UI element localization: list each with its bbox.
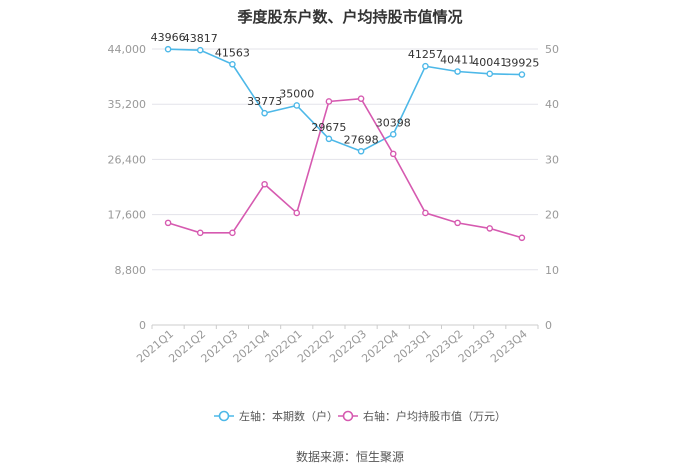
left-series-point[interactable] xyxy=(389,131,397,138)
x-axis-tick-label: 2023Q4 xyxy=(488,327,530,365)
right-series-point[interactable] xyxy=(518,234,526,242)
series-line-right xyxy=(167,97,523,239)
legend-label: 左轴：本期数（户） xyxy=(239,409,338,423)
x-axis: 2021Q12021Q22021Q32021Q42022Q12022Q22022… xyxy=(134,324,539,365)
left-series-point[interactable] xyxy=(486,70,494,78)
right-series-point[interactable] xyxy=(229,229,236,237)
left-series-point[interactable] xyxy=(261,109,268,117)
legend-swatch-marker xyxy=(218,410,230,422)
left-series-point[interactable] xyxy=(357,147,365,155)
left-series-point[interactable] xyxy=(325,135,333,143)
left-series-point[interactable] xyxy=(293,102,301,109)
data-label: 41563 xyxy=(215,46,250,59)
right-series-point[interactable] xyxy=(164,219,172,227)
left-series-point[interactable] xyxy=(454,68,461,75)
legend-item-right[interactable]: 右轴：户均持股市值（万元） xyxy=(338,409,506,423)
right-series-point[interactable] xyxy=(293,209,301,217)
right-series-point[interactable] xyxy=(389,150,397,158)
right-series-point[interactable] xyxy=(261,180,268,188)
left-axis-tick-label: 35,200 xyxy=(108,98,147,111)
data-label: 41257 xyxy=(408,48,443,61)
left-series-point[interactable] xyxy=(196,46,204,54)
right-series-point[interactable] xyxy=(454,219,461,227)
right-series-point[interactable] xyxy=(422,209,429,217)
data-label: 39925 xyxy=(504,57,539,70)
data-label: 40411 xyxy=(440,54,475,67)
left-series-point[interactable] xyxy=(164,45,172,53)
series-line-left xyxy=(168,48,522,153)
legend-item-left[interactable]: 左轴：本期数（户） xyxy=(214,409,338,423)
left-axis-tick-label: 26,400 xyxy=(108,153,147,166)
right-series-point[interactable] xyxy=(357,95,365,102)
series-layer xyxy=(164,45,526,242)
left-axis-tick-label: 17,600 xyxy=(108,209,147,222)
left-axis: 0 8,800 17,600 26,400 35,200 44,000 xyxy=(108,43,147,332)
data-label: 30398 xyxy=(376,116,411,129)
right-axis-tick-label: 30 xyxy=(545,153,559,166)
legend[interactable]: 左轴：本期数（户） 右轴：户均持股市值（万元） xyxy=(214,409,506,423)
right-axis-tick-label: 20 xyxy=(545,209,559,222)
chart-title: 季度股东户数、户均持股市值情况 xyxy=(237,8,463,26)
left-series-point[interactable] xyxy=(518,71,526,78)
left-axis-tick-label: 0 xyxy=(139,319,146,332)
right-axis-tick-label: 0 xyxy=(545,319,552,332)
right-series-point[interactable] xyxy=(325,98,333,105)
data-source-note: 数据来源：恒生聚源 xyxy=(295,450,404,464)
legend-label: 右轴：户均持股市值（万元） xyxy=(363,409,506,423)
right-series-point[interactable] xyxy=(196,229,204,237)
left-axis-tick-label: 8,800 xyxy=(115,264,147,277)
right-axis-tick-label: 40 xyxy=(545,98,559,111)
data-label: 27698 xyxy=(344,133,379,146)
right-axis-tick-label: 10 xyxy=(545,264,559,277)
legend-swatch-marker xyxy=(342,410,354,422)
data-label: 43817 xyxy=(183,32,218,45)
right-axis-tick-label: 50 xyxy=(545,43,559,56)
left-series-point[interactable] xyxy=(422,62,429,70)
data-label: 35000 xyxy=(279,87,314,100)
data-label: 33773 xyxy=(247,95,282,108)
data-label: 40041 xyxy=(472,56,507,69)
right-series-point[interactable] xyxy=(486,225,494,232)
data-label: 43966 xyxy=(151,31,186,44)
left-series-point[interactable] xyxy=(229,60,236,68)
grid-lines xyxy=(152,48,538,326)
left-axis-tick-label: 44,000 xyxy=(108,43,147,56)
data-label: 29675 xyxy=(311,121,346,134)
right-axis: 0 10 20 30 40 50 xyxy=(545,43,559,332)
